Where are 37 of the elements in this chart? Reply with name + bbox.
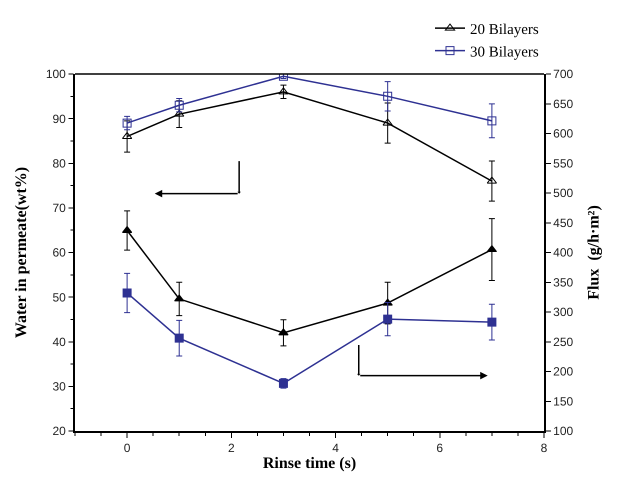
point xyxy=(122,288,132,298)
point xyxy=(174,294,184,302)
y2-tick-label: 100 xyxy=(553,424,574,438)
y2-tick-label: 200 xyxy=(553,364,574,379)
y2-tick-label: 700 xyxy=(553,67,574,82)
y-axis-title: Water in permeate(wt%) xyxy=(13,166,30,338)
point xyxy=(174,334,184,343)
y-tick-label: 80 xyxy=(52,156,66,170)
y2-axis-title: Flux (g/h·m²) xyxy=(586,205,603,300)
y-tick-label: 90 xyxy=(52,112,66,126)
x-tick-label: 2 xyxy=(228,441,235,456)
y2-tick-label: 350 xyxy=(553,275,574,290)
y-tick-label: 50 xyxy=(52,290,66,304)
legend-label: 20 Bilayers xyxy=(470,22,539,38)
y-tick-label: 20 xyxy=(52,424,66,438)
x-tick-label: 0 xyxy=(124,441,131,456)
y-tick-label: 70 xyxy=(52,201,66,216)
y2-tick-label: 250 xyxy=(553,334,574,349)
point xyxy=(487,318,496,327)
y2-tick-label: 300 xyxy=(553,305,574,320)
x-tick-label: 6 xyxy=(436,441,444,456)
y-tick-label: 40 xyxy=(52,334,66,349)
x-tick-label: 8 xyxy=(540,441,548,456)
y2-tick-label: 650 xyxy=(553,96,574,111)
x-axis-title: Rinse time (s) xyxy=(262,455,356,472)
y2-tick-label: 600 xyxy=(553,126,574,141)
y-tick-label: 100 xyxy=(46,67,66,82)
y-tick-label: 60 xyxy=(52,246,66,260)
y2-tick-label: 150 xyxy=(553,394,574,408)
y2-tick-label: 550 xyxy=(553,156,574,170)
legend-label: 30 Bilayers xyxy=(470,44,539,60)
x-tick-label: 4 xyxy=(332,441,340,456)
point xyxy=(383,314,392,324)
y2-tick-label: 500 xyxy=(553,186,574,200)
y2-tick-label: 450 xyxy=(553,216,574,230)
y2-tick-label: 400 xyxy=(553,246,574,260)
y-tick-label: 30 xyxy=(52,380,66,394)
